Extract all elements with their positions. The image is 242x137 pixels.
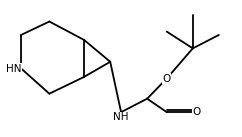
Text: HN: HN xyxy=(6,64,21,73)
Text: O: O xyxy=(163,74,171,84)
Text: O: O xyxy=(193,107,201,117)
Text: NH: NH xyxy=(113,112,129,122)
